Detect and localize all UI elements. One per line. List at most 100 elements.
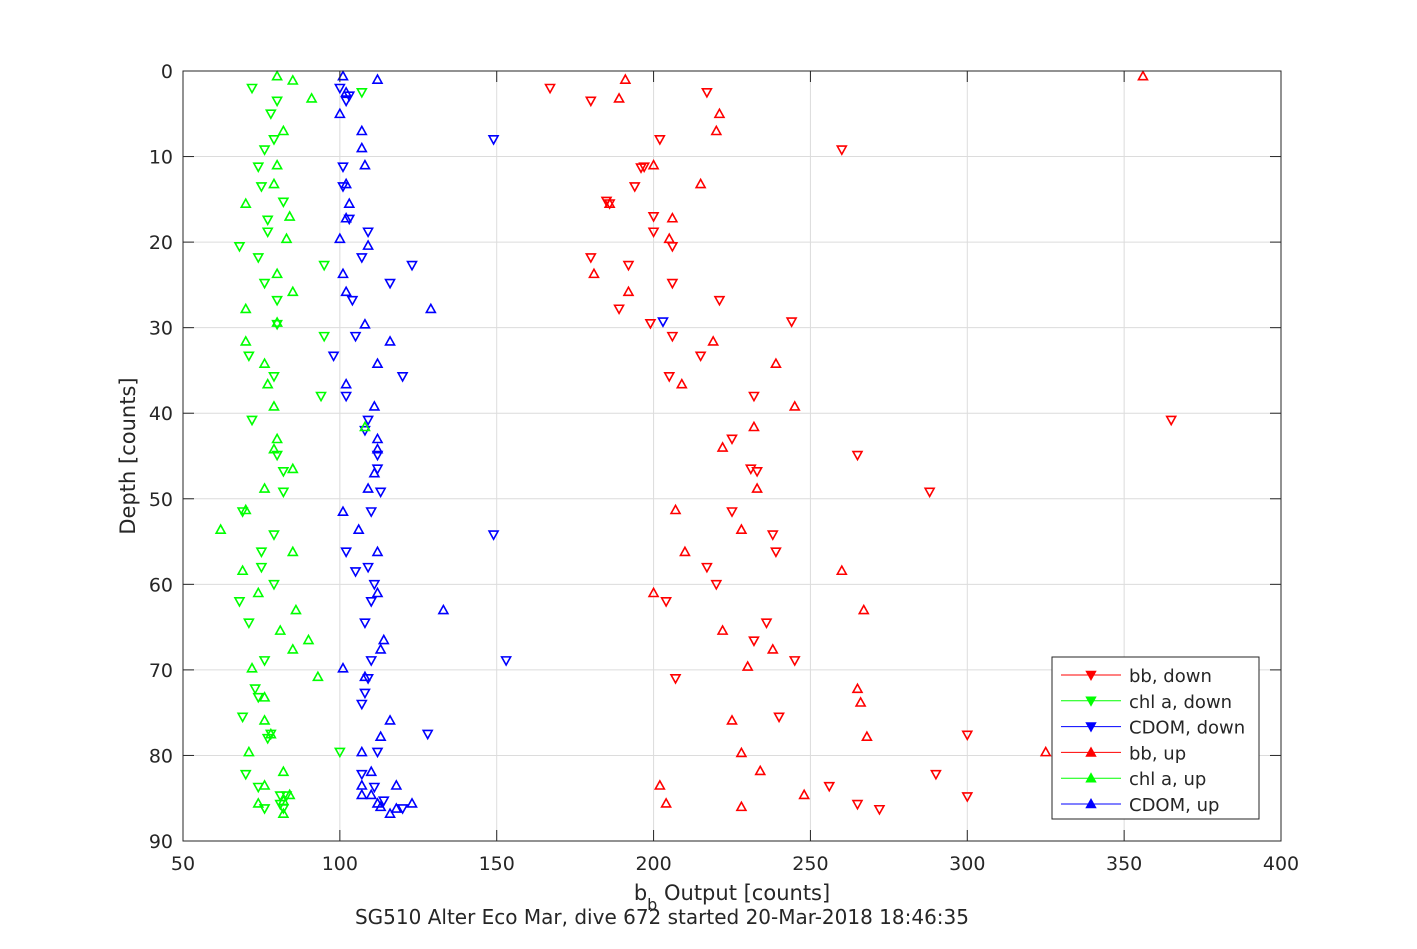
data-point <box>271 267 283 279</box>
data-point <box>961 792 974 803</box>
data-point <box>305 92 318 103</box>
data-point <box>271 158 283 170</box>
data-point <box>246 83 258 95</box>
data-point <box>268 372 280 383</box>
data-point <box>337 267 349 279</box>
data-point <box>694 177 707 189</box>
data-point <box>362 227 374 238</box>
data-point <box>239 335 252 346</box>
data-point <box>716 624 729 635</box>
data-point <box>349 567 362 578</box>
data-point <box>346 295 359 307</box>
data-point <box>421 729 434 741</box>
data-point <box>666 278 679 290</box>
data-point <box>396 804 409 815</box>
data-point <box>239 503 252 515</box>
data-point <box>635 163 647 174</box>
y-tick-label: 70 <box>149 660 173 682</box>
data-point <box>371 450 384 462</box>
data-point <box>271 96 283 108</box>
data-point <box>613 304 625 315</box>
legend-item: bb, up <box>1061 743 1186 764</box>
series-bb-down <box>544 83 1178 816</box>
data-point <box>359 618 371 629</box>
data-point <box>252 586 265 598</box>
data-point <box>343 214 356 226</box>
y-tick-label: 40 <box>149 403 173 425</box>
data-point <box>277 765 290 777</box>
data-point <box>349 331 362 343</box>
data-point <box>788 400 801 411</box>
data-point <box>647 212 660 223</box>
data-point <box>365 507 378 518</box>
data-point <box>487 135 500 146</box>
legend-item: chl a, up <box>1061 769 1206 790</box>
x-tick-label: 100 <box>322 853 358 875</box>
data-point <box>923 487 936 499</box>
data-point <box>277 466 290 478</box>
data-point <box>660 597 672 608</box>
data-point <box>340 547 352 558</box>
data-point <box>333 232 346 244</box>
data-point <box>930 769 942 781</box>
series-cdom-up <box>333 69 450 819</box>
data-point <box>603 197 616 209</box>
data-point <box>340 285 352 297</box>
data-point <box>371 443 384 454</box>
data-point <box>359 420 371 432</box>
data-point <box>588 267 600 279</box>
data-point <box>271 295 283 307</box>
data-point <box>1137 69 1149 81</box>
legend: bb, down chl a, down CDOM, down bb, up chl a… <box>1051 656 1260 820</box>
data-point <box>675 377 688 389</box>
data-point <box>666 331 679 343</box>
data-point <box>337 505 349 517</box>
data-point <box>735 523 748 534</box>
data-point <box>437 603 450 615</box>
data-point <box>368 466 381 478</box>
data-point <box>785 317 798 328</box>
data-point <box>628 182 641 193</box>
data-point <box>371 432 384 444</box>
data-point <box>374 643 387 654</box>
data-point <box>748 636 760 647</box>
data-point <box>271 319 283 331</box>
data-point <box>239 769 252 781</box>
data-point <box>243 351 255 363</box>
legend-label: CDOM, up <box>1129 795 1219 816</box>
data-point <box>258 779 271 790</box>
x-tick-label: 300 <box>949 853 985 875</box>
data-point <box>243 618 255 629</box>
data-point <box>337 162 349 173</box>
y-axis-label: Depth [counts] <box>116 377 140 534</box>
data-point <box>854 696 867 707</box>
data-point <box>377 796 390 807</box>
data-point <box>340 177 352 189</box>
x-axis-label-main: b <box>634 881 647 905</box>
data-point <box>249 684 262 695</box>
data-point <box>374 487 387 499</box>
data-point <box>365 656 378 667</box>
data-point <box>277 197 290 209</box>
data-point <box>337 662 349 673</box>
data-point <box>333 83 346 95</box>
legend-item: bb, down <box>1061 666 1212 687</box>
data-point <box>669 674 682 685</box>
data-point <box>258 714 271 725</box>
data-point <box>355 699 368 711</box>
data-point <box>318 260 331 272</box>
data-point <box>873 804 886 816</box>
data-point <box>1165 415 1178 427</box>
y-axis-ticks: 0 10 20 30 40 50 60 70 80 90 <box>149 61 1281 853</box>
data-point <box>669 503 682 515</box>
data-point <box>362 415 374 427</box>
data-point <box>726 507 738 518</box>
data-point <box>384 807 396 819</box>
data-point <box>340 212 352 223</box>
data-point <box>255 182 268 193</box>
data-point <box>252 797 265 808</box>
data-point <box>748 391 760 403</box>
data-point <box>315 391 327 403</box>
data-point <box>406 260 418 272</box>
